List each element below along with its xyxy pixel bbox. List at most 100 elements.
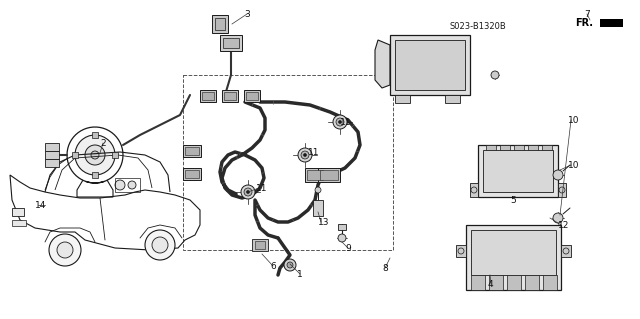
Text: 3: 3 xyxy=(244,10,250,19)
Circle shape xyxy=(339,121,342,123)
Bar xyxy=(183,168,201,180)
Bar xyxy=(222,90,238,102)
Bar xyxy=(471,275,485,290)
Bar xyxy=(246,92,258,100)
Bar xyxy=(12,220,26,226)
Text: S023-B1320B: S023-B1320B xyxy=(450,22,507,31)
Text: 11: 11 xyxy=(308,148,319,157)
Bar xyxy=(338,224,346,230)
Text: 10: 10 xyxy=(568,161,579,170)
Bar xyxy=(543,275,557,290)
Bar xyxy=(483,150,553,192)
Bar xyxy=(224,92,236,100)
Bar xyxy=(12,208,24,216)
Circle shape xyxy=(128,181,136,189)
Circle shape xyxy=(333,115,347,129)
Text: 11: 11 xyxy=(256,184,268,193)
Text: 14: 14 xyxy=(35,201,46,210)
Bar xyxy=(486,145,496,150)
Text: 9: 9 xyxy=(345,244,351,253)
Bar xyxy=(45,151,59,159)
Circle shape xyxy=(115,180,125,190)
Bar xyxy=(525,275,539,290)
Circle shape xyxy=(287,262,293,268)
Circle shape xyxy=(298,148,312,162)
Bar xyxy=(220,35,242,51)
Bar xyxy=(244,90,260,102)
Circle shape xyxy=(338,234,346,242)
Circle shape xyxy=(49,234,81,266)
Bar xyxy=(320,170,338,180)
Bar xyxy=(115,178,140,192)
Circle shape xyxy=(301,151,309,159)
Circle shape xyxy=(152,237,168,253)
Bar xyxy=(92,172,98,178)
Bar xyxy=(395,40,465,90)
Circle shape xyxy=(145,230,175,260)
Bar xyxy=(112,152,118,158)
Circle shape xyxy=(244,188,252,196)
Bar xyxy=(466,225,561,290)
Bar xyxy=(445,95,460,103)
Bar xyxy=(561,245,571,257)
Bar xyxy=(223,38,239,48)
Circle shape xyxy=(57,242,73,258)
Bar xyxy=(542,145,552,150)
Circle shape xyxy=(553,170,563,180)
Circle shape xyxy=(246,190,250,194)
Bar xyxy=(255,241,265,249)
Bar xyxy=(183,75,393,250)
Circle shape xyxy=(241,185,255,199)
Polygon shape xyxy=(375,40,390,88)
Bar xyxy=(489,275,503,290)
Bar xyxy=(92,132,98,138)
Bar xyxy=(500,145,510,150)
Text: 7: 7 xyxy=(584,10,589,19)
Bar xyxy=(390,35,470,95)
Text: 2: 2 xyxy=(100,139,106,148)
Circle shape xyxy=(303,153,307,157)
Circle shape xyxy=(75,135,115,175)
Bar xyxy=(558,183,566,197)
Bar xyxy=(202,92,214,100)
Text: 11: 11 xyxy=(340,118,351,127)
Text: 13: 13 xyxy=(318,218,330,227)
Circle shape xyxy=(91,151,99,159)
Bar xyxy=(471,230,556,275)
Bar xyxy=(507,275,521,290)
Circle shape xyxy=(491,71,499,79)
Text: 4: 4 xyxy=(488,280,493,289)
Bar xyxy=(470,183,478,197)
Bar xyxy=(514,145,524,150)
Text: 5: 5 xyxy=(510,196,516,205)
Circle shape xyxy=(553,213,563,223)
Bar xyxy=(212,15,228,33)
Bar xyxy=(305,168,325,182)
Bar xyxy=(528,145,538,150)
Bar xyxy=(313,200,323,216)
Text: 10: 10 xyxy=(568,116,579,125)
Text: FR.: FR. xyxy=(575,18,593,28)
Text: 6: 6 xyxy=(270,262,276,271)
Bar xyxy=(478,145,558,197)
Text: 1: 1 xyxy=(297,270,303,279)
Circle shape xyxy=(336,118,344,126)
Bar xyxy=(183,145,201,157)
Circle shape xyxy=(85,145,105,165)
Bar xyxy=(45,159,59,167)
Bar xyxy=(45,143,59,151)
Circle shape xyxy=(284,259,296,271)
Text: 8: 8 xyxy=(382,264,388,273)
Bar xyxy=(72,152,78,158)
Circle shape xyxy=(315,187,321,193)
Bar xyxy=(200,90,216,102)
Bar xyxy=(185,170,199,178)
Bar xyxy=(185,147,199,155)
Text: 12: 12 xyxy=(558,221,570,230)
Bar xyxy=(307,170,323,180)
Polygon shape xyxy=(600,19,623,27)
Bar xyxy=(215,18,225,30)
Bar xyxy=(252,239,268,251)
Bar xyxy=(318,168,340,182)
Bar xyxy=(456,245,466,257)
